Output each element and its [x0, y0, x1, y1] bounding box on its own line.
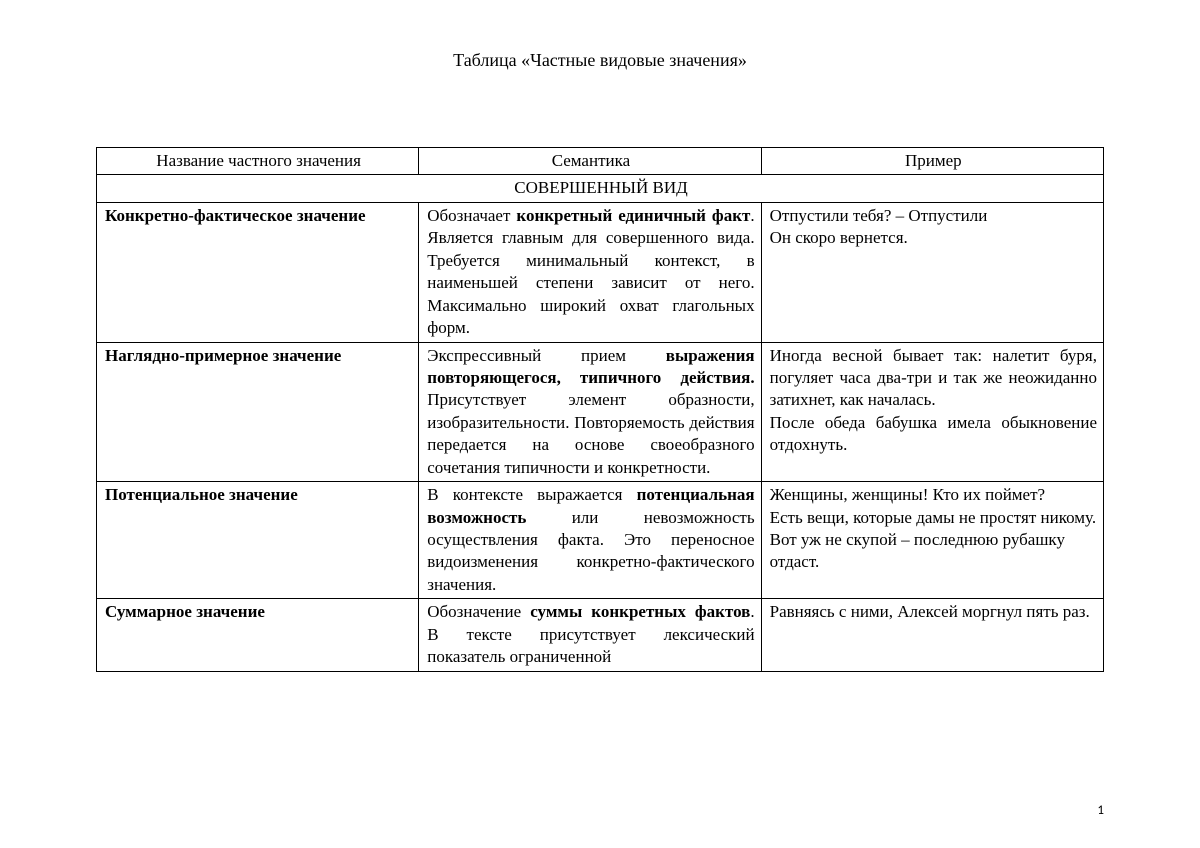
section-heading: СОВЕРШЕННЫЙ ВИД — [97, 175, 1104, 202]
row-example: Равняясь с ними, Алексей моргнул пять ра… — [761, 599, 1103, 671]
row-semantics: В контексте выражается потенциальная воз… — [419, 482, 761, 599]
section-row: СОВЕРШЕННЫЙ ВИД — [97, 175, 1104, 202]
row-name: Суммарное значение — [97, 599, 419, 671]
row-semantics: Экспрессивный прием выражения повторяюще… — [419, 342, 761, 482]
page-number: 1 — [1097, 803, 1104, 818]
row-semantics: Обозначение суммы конкретных фактов. В т… — [419, 599, 761, 671]
row-example: Иногда весной бывает так: налетит буря, … — [761, 342, 1103, 482]
page-title: Таблица «Частные видовые значения» — [96, 50, 1104, 71]
col-header-name: Название частного значения — [97, 148, 419, 175]
table-row: Конкретно-фактическое значение Обозначае… — [97, 202, 1104, 342]
table-row: Наглядно-примерное значение Экспрессивны… — [97, 342, 1104, 482]
table-row: Суммарное значение Обозначение суммы кон… — [97, 599, 1104, 671]
col-header-semantics: Семантика — [419, 148, 761, 175]
row-name: Потенциальное значение — [97, 482, 419, 599]
row-name: Наглядно-примерное значение — [97, 342, 419, 482]
aspect-meanings-table: Название частного значения Семантика При… — [96, 147, 1104, 672]
row-name: Конкретно-фактическое значение — [97, 202, 419, 342]
document-page: Таблица «Частные видовые значения» Назва… — [0, 0, 1200, 848]
row-example: Отпустили тебя? – Отпустили Он скоро вер… — [761, 202, 1103, 342]
table-row: Потенциальное значение В контексте выраж… — [97, 482, 1104, 599]
row-example: Женщины, женщины! Кто их поймет? Есть ве… — [761, 482, 1103, 599]
col-header-example: Пример — [761, 148, 1103, 175]
row-semantics: Обозначает конкретный единичный факт. Яв… — [419, 202, 761, 342]
table-header-row: Название частного значения Семантика При… — [97, 148, 1104, 175]
